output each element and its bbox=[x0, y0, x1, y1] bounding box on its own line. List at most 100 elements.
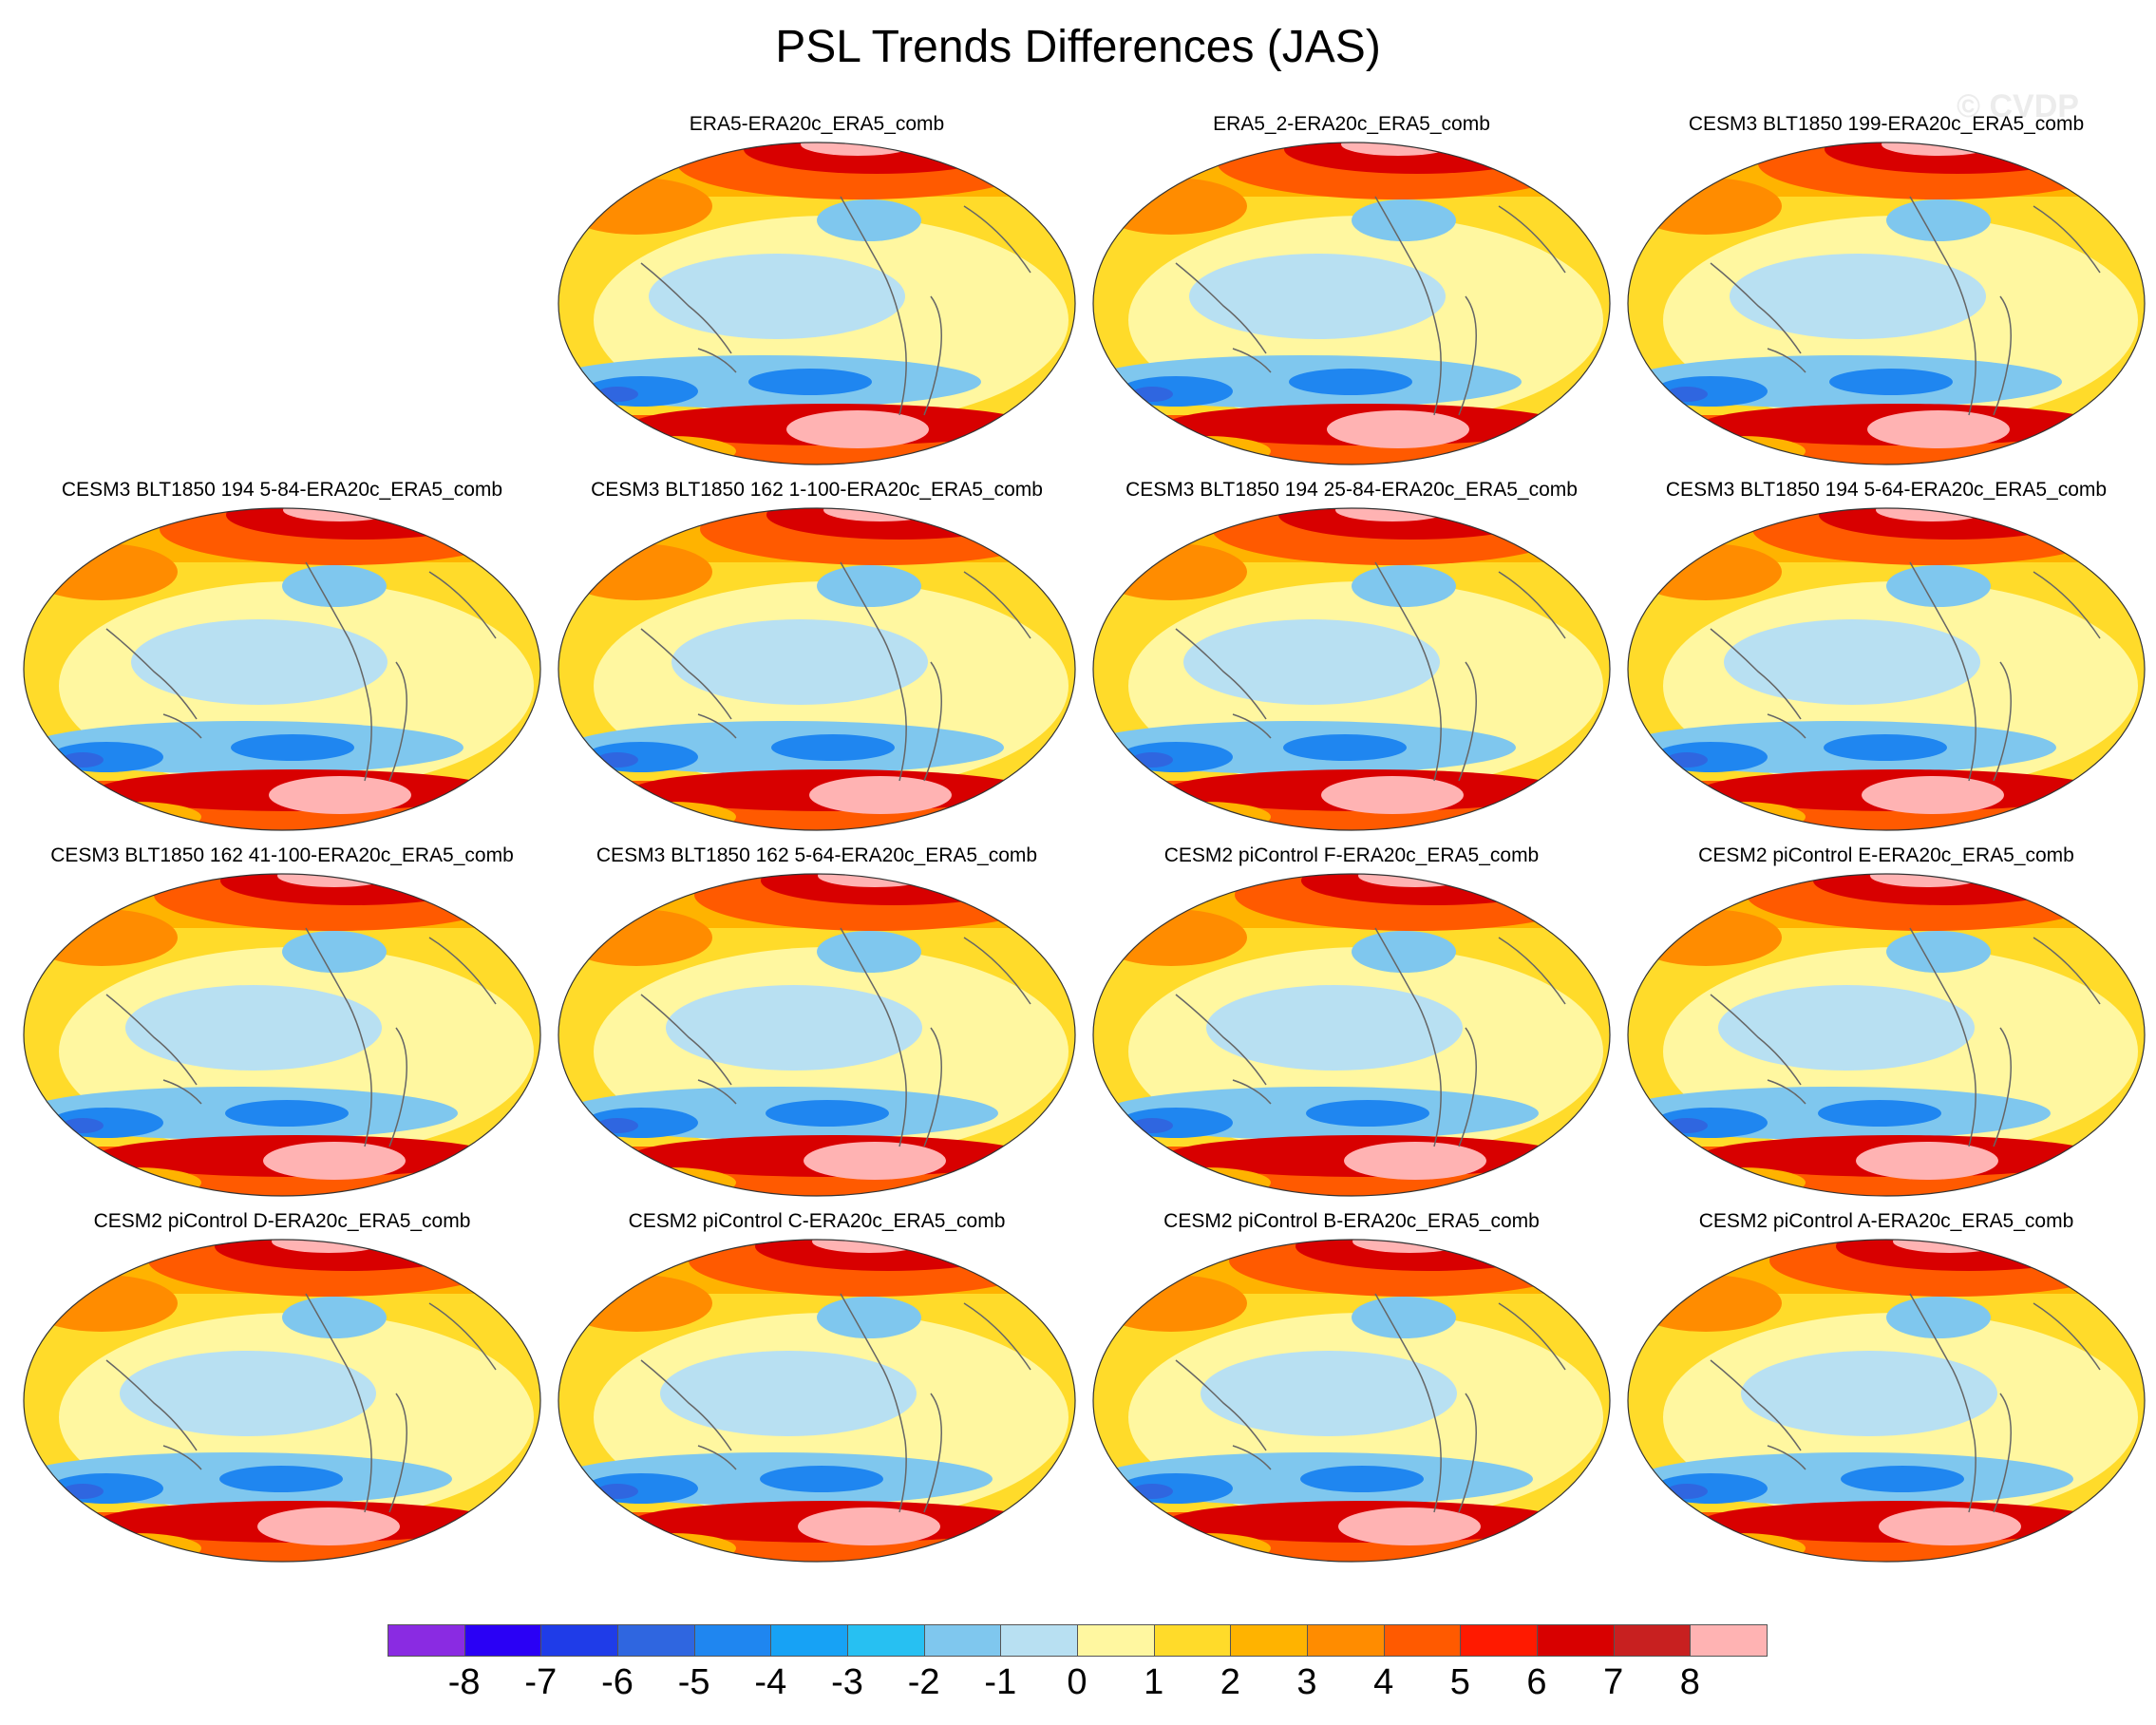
panel-title: CESM3 BLT1850 162 5-64-ERA20c_ERA5_comb bbox=[596, 844, 1038, 866]
americas-coastline bbox=[1909, 927, 1976, 1147]
south-america-coastline bbox=[1458, 1027, 1477, 1147]
europe-coastline bbox=[2033, 1302, 2101, 1371]
world-map bbox=[558, 1239, 1076, 1563]
colorbar-tick-label: -3 bbox=[831, 1662, 863, 1702]
map-panel: CESM2 piControl E-ERA20c_ERA5_comb bbox=[1620, 843, 2152, 1204]
north-america-negative-anomaly bbox=[1886, 931, 1991, 973]
colorbar-swatch bbox=[1383, 1624, 1462, 1657]
south-america-coastline bbox=[388, 1027, 407, 1147]
colorbar-swatch bbox=[693, 1624, 772, 1657]
south-america-coastline bbox=[388, 1393, 407, 1513]
north-america-negative-anomaly bbox=[817, 1297, 921, 1338]
map-panel: ERA5_2-ERA20c_ERA5_comb bbox=[1086, 111, 1617, 472]
panel-title: ERA5_2-ERA20c_ERA5_comb bbox=[1213, 113, 1490, 135]
pacific-negative-anomaly bbox=[1741, 1351, 1997, 1436]
pacific-negative-anomaly bbox=[666, 985, 922, 1071]
americas-coastline bbox=[1374, 1293, 1442, 1513]
south-america-coastline bbox=[1993, 1027, 2012, 1147]
colorbar-tick-label: -1 bbox=[984, 1662, 1017, 1702]
world-map bbox=[1092, 1239, 1611, 1563]
colorbar-swatch bbox=[770, 1624, 848, 1657]
pacific-negative-anomaly bbox=[1201, 1351, 1457, 1436]
australia-coastline bbox=[1767, 1445, 1806, 1470]
world-map bbox=[23, 507, 541, 831]
page-title: PSL Trends Differences (JAS) bbox=[775, 22, 1381, 72]
map-border bbox=[558, 142, 1076, 465]
pacific-negative-anomaly bbox=[1724, 619, 1980, 705]
south-max-anomaly bbox=[1879, 1507, 2021, 1545]
colorbar-tick-label: 6 bbox=[1526, 1662, 1547, 1702]
map-border bbox=[558, 1239, 1076, 1563]
pacific-negative-anomaly bbox=[131, 619, 388, 705]
americas-coastline bbox=[840, 1293, 907, 1513]
map-border bbox=[23, 873, 541, 1197]
americas-coastline bbox=[1374, 561, 1442, 782]
pacific-negative-anomaly bbox=[660, 1351, 917, 1436]
panel-title: CESM3 BLT1850 194 5-64-ERA20c_ERA5_comb bbox=[1665, 479, 2108, 501]
map-panel: CESM3 BLT1850 162 1-100-ERA20c_ERA5_comb bbox=[551, 477, 1083, 838]
map-border bbox=[1092, 142, 1611, 465]
asia-coastline bbox=[105, 1359, 198, 1451]
pacific-negative-anomaly bbox=[1206, 985, 1463, 1071]
map-border bbox=[23, 1239, 541, 1563]
panel-title: CESM2 piControl B-ERA20c_ERA5_comb bbox=[1163, 1210, 1540, 1232]
map-panel: CESM3 BLT1850 194 25-84-ERA20c_ERA5_comb bbox=[1086, 477, 1617, 838]
asia-coastline bbox=[640, 1359, 732, 1451]
europe-coastline bbox=[2033, 937, 2101, 1005]
panel-title: CESM3 BLT1850 162 1-100-ERA20c_ERA5_comb bbox=[591, 479, 1043, 501]
pacific-negative-anomaly bbox=[1730, 254, 1986, 339]
australia-coastline bbox=[1232, 1079, 1272, 1105]
panel-title: CESM2 piControl C-ERA20c_ERA5_comb bbox=[628, 1210, 1006, 1232]
map-border bbox=[23, 507, 541, 831]
south-max-anomaly bbox=[1327, 410, 1469, 448]
world-map bbox=[1092, 142, 1611, 465]
europe-coastline bbox=[1498, 937, 1566, 1005]
panel-title: CESM2 piControl E-ERA20c_ERA5_comb bbox=[1698, 844, 2074, 866]
world-map bbox=[1092, 507, 1611, 831]
asia-positive-anomaly bbox=[560, 543, 712, 600]
asia-coastline bbox=[1710, 628, 1802, 720]
world-map bbox=[1092, 873, 1611, 1197]
world-map bbox=[1627, 873, 2146, 1197]
colorbar-tick-label: 2 bbox=[1220, 1662, 1240, 1702]
north-america-negative-anomaly bbox=[1352, 565, 1456, 607]
asia-coastline bbox=[1175, 628, 1267, 720]
australia-coastline bbox=[162, 1445, 202, 1470]
colorbar-tick-label: 3 bbox=[1296, 1662, 1317, 1702]
australia-coastline bbox=[162, 713, 202, 739]
panel-title: CESM2 piControl F-ERA20c_ERA5_comb bbox=[1163, 844, 1540, 866]
south-max-anomaly bbox=[257, 1507, 400, 1545]
south-negative-core-east bbox=[1289, 369, 1412, 395]
asia-positive-anomaly bbox=[1095, 178, 1247, 235]
south-america-coastline bbox=[1458, 1393, 1477, 1513]
asia-coastline bbox=[640, 994, 732, 1086]
south-negative-core-east bbox=[1824, 734, 1947, 761]
map-panel: CESM3 BLT1850 194 5-64-ERA20c_ERA5_comb bbox=[1620, 477, 2152, 838]
colorbar-tick-label: 8 bbox=[1679, 1662, 1700, 1702]
panel-title: CESM2 piControl D-ERA20c_ERA5_comb bbox=[93, 1210, 471, 1232]
south-negative-core-east bbox=[766, 1100, 889, 1127]
world-map bbox=[558, 142, 1076, 465]
colorbar-swatch bbox=[1230, 1624, 1308, 1657]
south-max-anomaly bbox=[1856, 1142, 1998, 1180]
south-negative-core-east bbox=[1306, 1100, 1429, 1127]
pacific-negative-anomaly bbox=[120, 1351, 376, 1436]
colorbar-swatch bbox=[1690, 1624, 1768, 1657]
south-max-anomaly bbox=[786, 410, 929, 448]
europe-coastline bbox=[963, 937, 1031, 1005]
asia-positive-anomaly bbox=[1095, 543, 1247, 600]
south-max-anomaly bbox=[269, 776, 411, 814]
colorbar-swatch bbox=[1000, 1624, 1078, 1657]
map-panel: ERA5-ERA20c_ERA5_comb bbox=[551, 111, 1083, 472]
americas-coastline bbox=[1909, 561, 1976, 782]
south-america-coastline bbox=[1458, 295, 1477, 416]
australia-coastline bbox=[1767, 348, 1806, 373]
panel-title: CESM3 BLT1850 194 25-84-ERA20c_ERA5_comb bbox=[1125, 479, 1578, 501]
map-panel: CESM2 piControl B-ERA20c_ERA5_comb bbox=[1086, 1208, 1617, 1569]
colorbar-swatch bbox=[1077, 1624, 1155, 1657]
colorbar-swatch bbox=[923, 1624, 1002, 1657]
colorbar-swatch bbox=[847, 1624, 925, 1657]
panel-title: CESM3 BLT1850 199-ERA20c_ERA5_comb bbox=[1688, 113, 2085, 135]
map-border bbox=[1627, 873, 2146, 1197]
asia-positive-anomaly bbox=[1630, 178, 1782, 235]
